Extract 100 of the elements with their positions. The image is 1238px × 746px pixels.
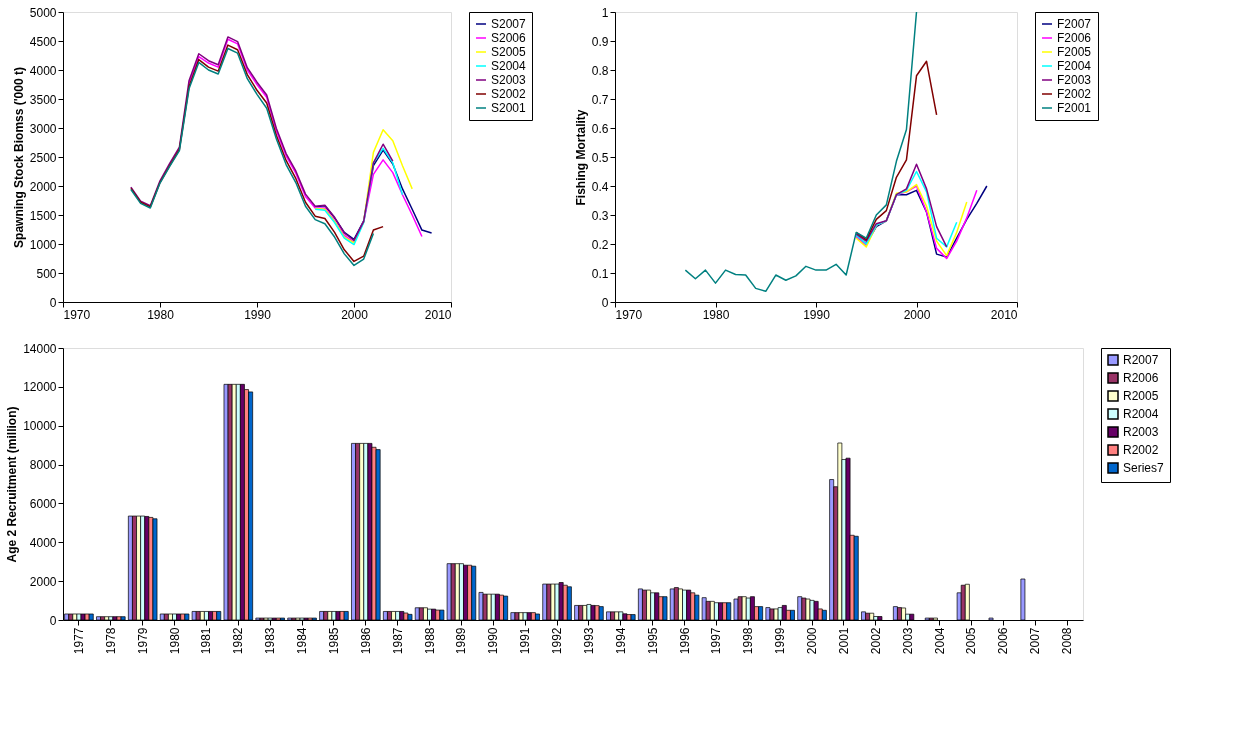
y-tick-label: 3000 [29, 121, 57, 136]
y-tick-label: 10000 [23, 419, 57, 434]
x-tick-label: 2000 [805, 627, 820, 655]
x-tick-label: 1992 [550, 627, 565, 655]
y-tick-label: 0.1 [591, 266, 609, 281]
bar [901, 607, 906, 621]
bar [785, 609, 791, 621]
line-series [684, 11, 918, 293]
line-series [130, 36, 394, 242]
y-tick-label: 3500 [29, 92, 57, 107]
bar [869, 612, 875, 621]
x-tick-label: 2006 [996, 627, 1011, 655]
bar [423, 607, 428, 621]
bar [514, 612, 520, 621]
bar [116, 616, 122, 621]
y-tick-label: 0.2 [591, 237, 609, 252]
y-tick-label: 5000 [29, 5, 57, 20]
y-tick-label: 12000 [23, 380, 57, 395]
bar [403, 612, 409, 621]
legend-label: F2003 [1057, 73, 1092, 87]
x-tick-label: 1987 [390, 627, 405, 655]
x-tick-label: 2000 [903, 307, 931, 322]
line-series [188, 38, 423, 244]
x-tick-label: 1990 [486, 627, 501, 655]
y-tick-label: 0 [49, 295, 57, 310]
y-tick-label: 4000 [29, 63, 57, 78]
y-axis-title: Fishing Mortality [573, 109, 588, 206]
legend-label: F2001 [1057, 101, 1092, 115]
legend-label: R2003 [1123, 425, 1159, 439]
bar [176, 613, 182, 621]
bar [686, 589, 692, 621]
y-tick-label: 0.5 [591, 150, 609, 165]
x-tick-label: 1980 [167, 627, 182, 655]
y-tick-label: 4000 [29, 535, 57, 550]
bar [168, 613, 173, 621]
x-tick-label: 1990 [244, 307, 272, 322]
x-tick-label: 1998 [741, 627, 756, 655]
bar [431, 608, 437, 621]
bar [68, 613, 74, 621]
line-series [855, 163, 948, 248]
bar [100, 616, 106, 621]
x-tick-label: 1980 [147, 307, 175, 322]
y-tick-label: 4500 [29, 34, 57, 49]
y-tick-label: 2000 [29, 179, 57, 194]
x-tick-label: 1993 [581, 627, 596, 655]
bar [104, 616, 110, 621]
x-tick-label: 2010 [424, 307, 452, 322]
legend-label: R2007 [1123, 353, 1159, 367]
x-tick-label: 1979 [135, 627, 150, 655]
bar [227, 383, 233, 621]
x-tick-label: 1989 [454, 627, 469, 655]
legend-label: F2007 [1057, 17, 1092, 31]
legend-label: S2004 [491, 59, 527, 73]
bar [163, 613, 169, 621]
y-tick-label: 0.8 [591, 63, 609, 78]
bar [84, 613, 90, 621]
bar [622, 613, 628, 621]
legend-label: S2002 [491, 87, 527, 101]
x-tick-label: 1988 [422, 627, 437, 655]
y-tick-label: 500 [36, 266, 57, 281]
bar [801, 597, 807, 621]
bar [805, 598, 811, 621]
legend-label: S2007 [491, 17, 527, 31]
x-tick-label: 1980 [702, 307, 730, 322]
x-tick-label: 1970 [63, 307, 91, 322]
bar [180, 613, 186, 621]
legend-label: F2002 [1057, 87, 1092, 101]
x-tick-label: 2004 [932, 627, 947, 655]
y-tick-label: 1 [601, 5, 609, 20]
x-tick-label: 1995 [645, 627, 660, 655]
bar [614, 611, 620, 621]
bar [750, 596, 755, 621]
bar [208, 611, 213, 621]
bar [199, 611, 205, 621]
y-axis-title: Spawning Stock Biomss ('000 t) [11, 67, 26, 248]
y-tick-label: 0 [49, 613, 57, 628]
legend-label: S2001 [491, 101, 527, 115]
x-tick-label: 2003 [900, 627, 915, 655]
legend-label: R2002 [1123, 443, 1159, 457]
bar [518, 612, 524, 621]
x-tick-label: 1985 [326, 627, 341, 655]
x-tick-label: 1983 [263, 627, 278, 655]
legend-label: F2006 [1057, 31, 1092, 45]
bar [339, 611, 345, 621]
bar [769, 608, 775, 621]
bar [737, 596, 743, 621]
legend-label: S2003 [491, 73, 527, 87]
legend-label: Series7 [1123, 461, 1165, 475]
bar [773, 608, 779, 621]
legend-label: R2004 [1123, 407, 1159, 421]
bar [418, 607, 424, 621]
bar [323, 611, 329, 621]
bar [112, 616, 118, 621]
x-tick-label: 1990 [803, 307, 831, 322]
y-tick-label: 0.3 [591, 208, 609, 223]
x-tick-label: 1991 [518, 627, 533, 655]
x-tick-label: 1997 [709, 627, 724, 655]
legend-label: S2005 [491, 45, 527, 59]
x-tick-label: 2005 [964, 627, 979, 655]
bar [865, 612, 871, 621]
